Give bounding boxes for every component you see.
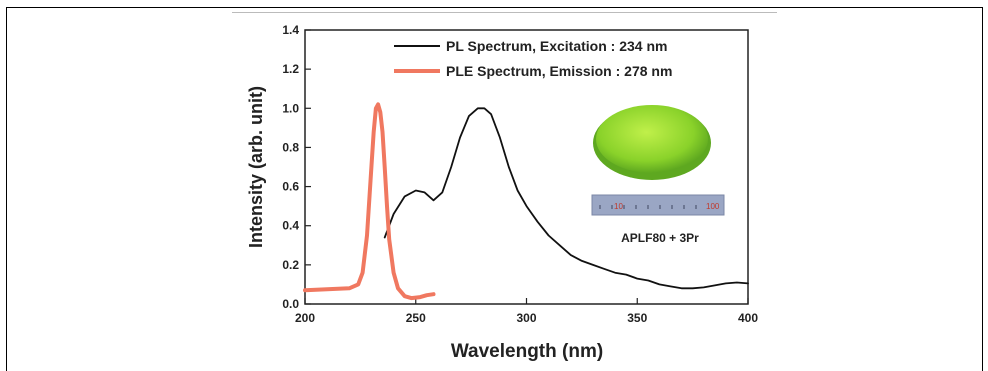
ruler-image — [591, 194, 725, 216]
y-tick-label: 1.0 — [282, 101, 299, 115]
frame-top-border — [6, 7, 983, 8]
legend: PL Spectrum, Excitation : 234 nm PLE Spe… — [394, 38, 672, 79]
legend-label-pl: PL Spectrum, Excitation : 234 nm — [446, 38, 667, 54]
x-tick-label: 400 — [738, 311, 758, 325]
legend-label-ple: PLE Spectrum, Emission : 278 nm — [446, 63, 672, 79]
y-tick-label: 0.0 — [282, 297, 299, 311]
x-axis-ticks: 200 250 300 350 400 — [295, 298, 758, 325]
series-layer — [303, 102, 749, 301]
y-tick-label: 1.4 — [282, 23, 299, 37]
glass-disk-top — [596, 105, 708, 173]
inset-caption: APLF80 + 3Pr — [621, 231, 699, 245]
y-axis-ticks: 0.0 0.2 0.4 0.6 0.8 1.0 1.2 1.4 — [282, 23, 311, 311]
pl-spectrum-line — [383, 107, 749, 290]
x-tick-label: 350 — [627, 311, 647, 325]
ruler-ticks — [599, 205, 697, 209]
x-axis-label: Wavelength (nm) — [451, 341, 603, 362]
y-tick-label: 0.4 — [282, 219, 299, 233]
y-tick-label: 0.8 — [282, 140, 299, 154]
y-tick-label: 0.2 — [282, 258, 299, 272]
y-tick-label: 0.6 — [282, 180, 299, 194]
frame-left-border — [6, 7, 7, 371]
y-axis-label: Intensity (arb. unit) — [246, 86, 266, 248]
ruler-label-10: 10 — [614, 202, 623, 211]
y-tick-label: 1.2 — [282, 62, 299, 76]
x-tick-label: 250 — [406, 311, 426, 325]
frame-right-border — [982, 7, 983, 371]
sample-photo-inset: 10 100 APLF80 + 3Pr — [591, 105, 725, 245]
ruler-label-100: 100 — [706, 202, 720, 211]
figure-top-line — [232, 12, 777, 13]
ple-spectrum-line — [303, 102, 436, 301]
x-tick-label: 300 — [516, 311, 536, 325]
x-tick-label: 200 — [295, 311, 315, 325]
